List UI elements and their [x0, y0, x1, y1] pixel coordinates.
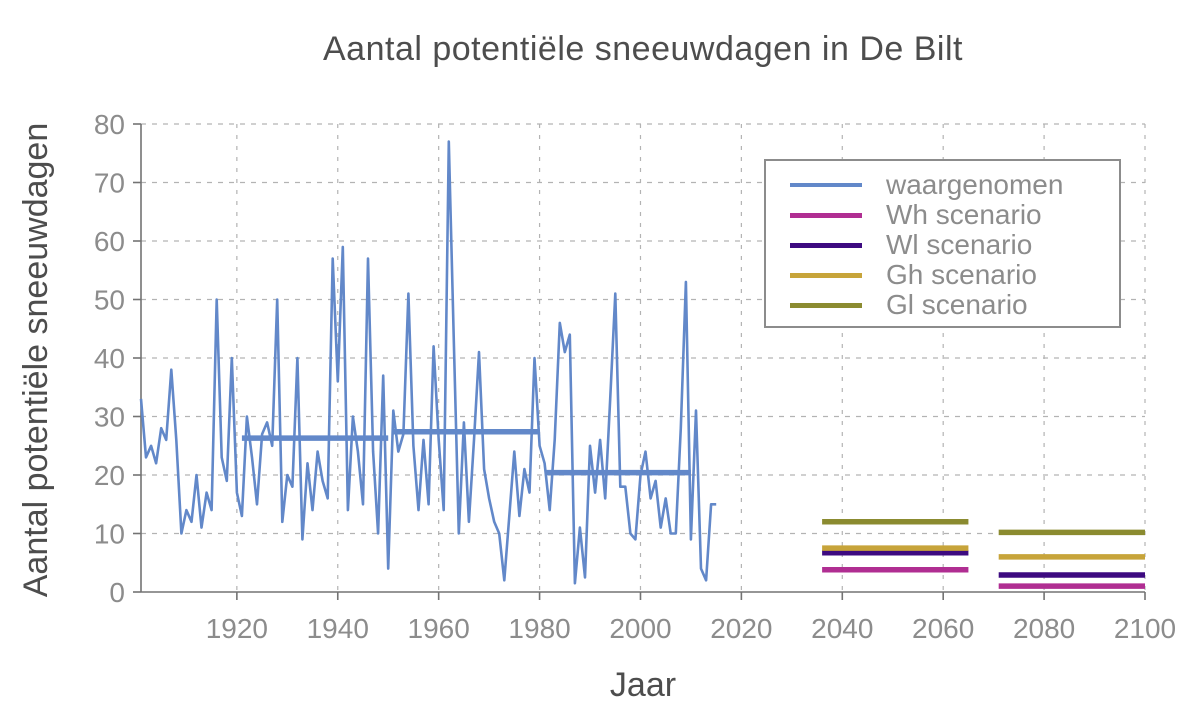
legend: waargenomen Wh scenario Wl scenario Gh scen… [764, 159, 1121, 328]
x-tick-label: 1960 [408, 613, 470, 644]
legend-line-swatch [790, 242, 862, 248]
legend-item: Gh scenario [766, 259, 1119, 290]
y-tick-label: 30 [94, 402, 125, 433]
legend-line-swatch [790, 302, 862, 308]
legend-line-swatch [790, 183, 862, 187]
x-tick-label: 2100 [1114, 613, 1176, 644]
legend-item-label: waargenomen [886, 169, 1064, 200]
legend-item: Gl scenario [766, 289, 1119, 320]
y-tick-label: 40 [94, 343, 125, 374]
x-tick-label: 2020 [710, 613, 772, 644]
legend-item-label: Wh scenario [886, 199, 1042, 230]
legend-item: waargenomen [766, 169, 1119, 200]
x-tick-label: 1980 [508, 613, 570, 644]
y-tick-label: 0 [109, 577, 125, 608]
x-tick-label: 1940 [307, 613, 369, 644]
x-tick-label: 1920 [206, 613, 268, 644]
x-tick-label: 2080 [1013, 613, 1075, 644]
legend-line-swatch [790, 212, 862, 218]
reference-mean-lines [241, 428, 691, 476]
x-tick-label: 2000 [609, 613, 671, 644]
y-tick-label: 20 [94, 460, 125, 491]
legend-item: Wl scenario [766, 229, 1119, 260]
y-tick-label: 80 [94, 109, 125, 140]
y-tick-label: 70 [94, 168, 125, 199]
x-axis-title: Jaar [609, 666, 677, 704]
observed-series-line [139, 140, 717, 585]
x-tick-label: 2060 [912, 613, 974, 644]
legend-item-label: Wl scenario [886, 229, 1033, 260]
y-tick-label: 60 [94, 226, 125, 257]
x-ticks: 1920 1940 1960 1980 2000 2020 2040 2060 2080 2100 [206, 592, 1176, 644]
y-ticks: 0 10 20 30 40 50 60 70 80 [94, 109, 141, 608]
y-tick-label: 10 [94, 519, 125, 550]
legend-line-swatch [790, 272, 862, 278]
legend-item-label: Gh scenario [886, 259, 1037, 290]
legend-item-label: Gl scenario [886, 289, 1028, 320]
x-tick-label: 2040 [811, 613, 873, 644]
scenario-lines [822, 519, 1145, 589]
y-tick-label: 50 [94, 285, 125, 316]
chart-title: Aantal potentiële sneeuwdagen in De Bilt [323, 30, 963, 68]
legend-item: Wh scenario [766, 199, 1119, 230]
